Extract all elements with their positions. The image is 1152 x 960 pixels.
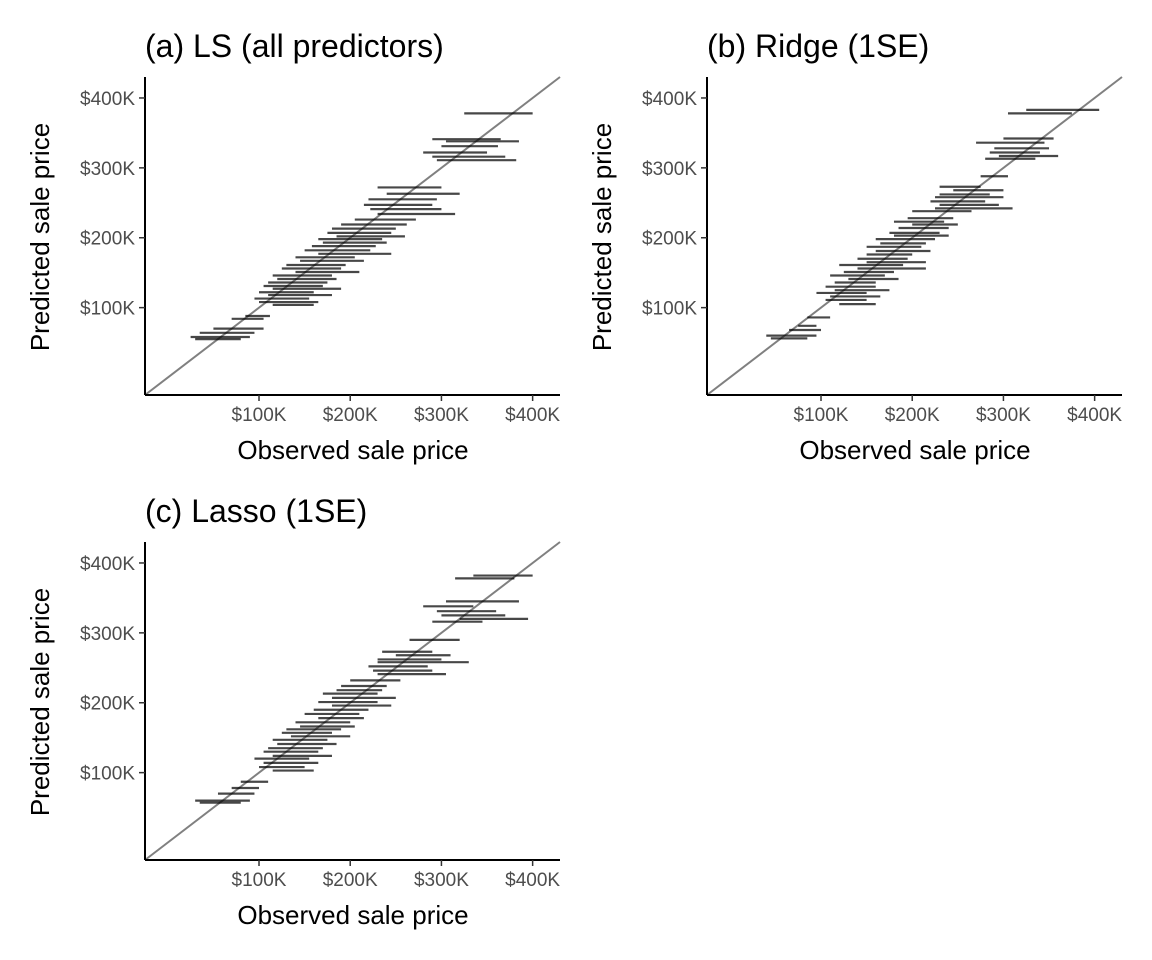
y-tick-label: $100K [642, 299, 697, 320]
x-tick-label: $400K [505, 405, 560, 426]
panel-title: (c) Lasso (1SE) [145, 493, 367, 529]
y-tick-label: $300K [80, 159, 135, 180]
panel-c: (c) Lasso (1SE) $100K $100K $200K $200K $300… [25, 493, 561, 930]
plot-area: $100K $100K $200K $200K $300K $300K $400K $400K [642, 76, 1123, 426]
x-axis-title: Observed sale price [237, 900, 468, 930]
y-tick-label: $200K [642, 229, 697, 250]
y-tick-label: $100K [80, 764, 135, 785]
y-tick-label: $400K [642, 89, 697, 110]
x-tick-label: $200K [323, 405, 378, 426]
y-tick-label: $200K [80, 694, 135, 715]
y-tick-label: $400K [80, 89, 135, 110]
panel-title: (b) Ridge (1SE) [707, 28, 929, 64]
y-axis-title: Predicted sale price [587, 123, 617, 351]
panel-a: (a) LS (all predictors) $100K$100K$200K$… [25, 28, 561, 465]
x-tick-label: $200K [323, 870, 378, 891]
x-axis-title: Observed sale price [799, 435, 1030, 465]
x-tick-label: $400K [505, 870, 560, 891]
x-tick-label: $100K [794, 405, 849, 426]
y-tick-label: $300K [642, 159, 697, 180]
x-tick-label: $300K [414, 870, 469, 891]
x-tick-label: $400K [1067, 405, 1122, 426]
y-tick-label: $300K [80, 624, 135, 645]
x-axis-title: Observed sale price [237, 435, 468, 465]
plot-area: $100K $100K $200K $200K $300K $300K $400K $400K [80, 76, 561, 426]
x-tick-label: $200K [885, 405, 940, 426]
x-tick-label: $100K [232, 405, 287, 426]
panel-b: (b) Ridge (1SE) $100K $100K $200K $200K $300… [587, 28, 1123, 465]
y-tick-label: $400K [80, 554, 135, 575]
y-axis-title: Predicted sale price [25, 123, 55, 351]
x-tick-label: $300K [976, 405, 1031, 426]
y-axis-title: Predicted sale price [25, 588, 55, 816]
y-tick-label: $200K [80, 229, 135, 250]
panel-title: (a) LS (all predictors) [145, 28, 444, 64]
y-tick-label: $100K [80, 299, 135, 320]
plot-area: $100K $100K $200K $200K $300K $300K $400K $400K [80, 541, 561, 891]
x-tick-label: $100K [232, 870, 287, 891]
x-tick-label: $300K [414, 405, 469, 426]
